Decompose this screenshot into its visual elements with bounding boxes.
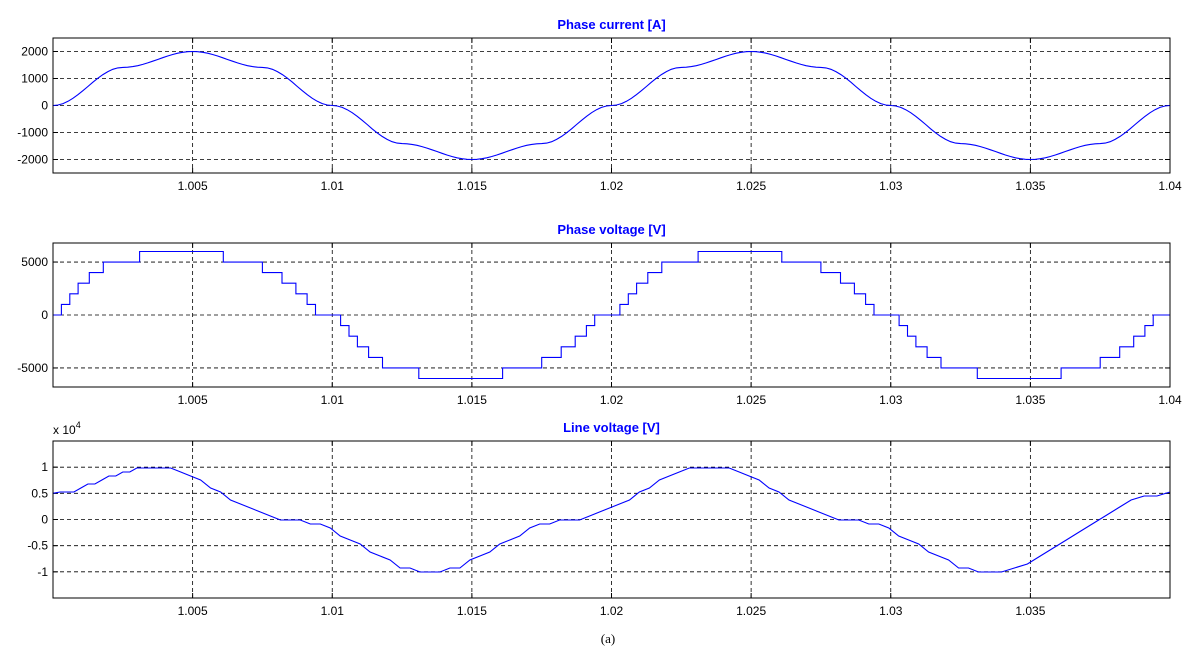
phase-voltage-axes-frame [52,242,1171,388]
phase-current-x-tick-label: 1.025 [736,179,766,193]
phase-voltage-y-tick-label: 0 [41,308,48,322]
line-voltage-axes-frame [52,440,1171,599]
line-voltage-x-tick-label: 1.005 [178,604,208,618]
phase-voltage-x-tick-label: 1.03 [879,393,903,407]
phase-voltage-y-tick-label: 5000 [21,255,48,269]
phase-current-y-tick-label: -1000 [17,126,48,140]
phase-current-y-tick-label: 0 [41,99,48,113]
phase-current-y-tick-label: 1000 [21,72,48,86]
phase-voltage-x-tick-label: 1.015 [457,393,487,407]
phase-current-x-tick-label: 1.03 [879,179,903,193]
phase-current-y-tick-label: -2000 [17,153,48,167]
line-voltage-y-tick-label: 0.5 [31,486,48,500]
phase-current-x-tick-label: 1.04 [1158,179,1182,193]
line-voltage-x-tick-label: 1.015 [457,604,487,618]
phase-voltage-x-tick-label: 1.025 [736,393,766,407]
phase-current-x-tick-label: 1.005 [178,179,208,193]
phase-voltage-x-tick-label: 1.005 [178,393,208,407]
phase-current-x-tick-label: 1.02 [600,179,624,193]
line-voltage-y-exponent-power: 4 [76,420,81,430]
line-voltage-series-0 [52,467,1171,573]
line-voltage-x-tick-label: 1.035 [1015,604,1045,618]
phase-voltage-x-tick-label: 1.04 [1158,393,1182,407]
phase-voltage-x-tick-label: 1.02 [600,393,624,407]
line-voltage-x-tick-label: 1.02 [600,604,624,618]
line-voltage-x-tick-label: 1.025 [736,604,766,618]
line-voltage-x-tick-label: 1.03 [879,604,903,618]
phase-voltage-panel: Phase voltage [V] 1.005 1.01 1.015 1.02 1.025… [17,222,1182,407]
phase-voltage-title: Phase voltage [V] [557,222,665,237]
line-voltage-y-tick-label: -1 [37,565,48,579]
phase-current-axes-frame [52,37,1171,174]
phase-voltage-x-tick-label: 1.01 [321,393,345,407]
phase-current-x-tick-label: 1.01 [321,179,345,193]
phase-current-title: Phase current [A] [557,17,665,32]
line-voltage-x-tick-label: 1.01 [321,604,345,618]
line-voltage-panel: Line voltage [V] 1.005 1.01 1.015 1.02 1.025 1… [27,420,1171,618]
phase-voltage-y-tick-label: -5000 [17,361,48,375]
phase-current-x-tick-label: 1.035 [1015,179,1045,193]
phase-current-series-0 [52,50,1171,161]
phase-voltage-x-tick-label: 1.035 [1015,393,1045,407]
line-voltage-title: Line voltage [V] [563,420,660,435]
figure-caption: (a) [601,631,615,646]
line-voltage-y-exponent-base: x 10 [53,423,76,437]
phase-current-y-tick-label: 2000 [21,45,48,59]
line-voltage-y-exponent-label: x 104 [53,420,81,437]
line-voltage-y-tick-label: 0 [41,513,48,527]
phase-current-panel: Phase current [A] 1.005 1.01 1.015 1.02 1.025… [17,17,1182,193]
line-voltage-y-tick-label: -0.5 [27,539,48,553]
phase-current-x-tick-label: 1.015 [457,179,487,193]
phase-voltage-series-0 [53,250,1170,380]
line-voltage-y-tick-label: 1 [41,460,48,474]
